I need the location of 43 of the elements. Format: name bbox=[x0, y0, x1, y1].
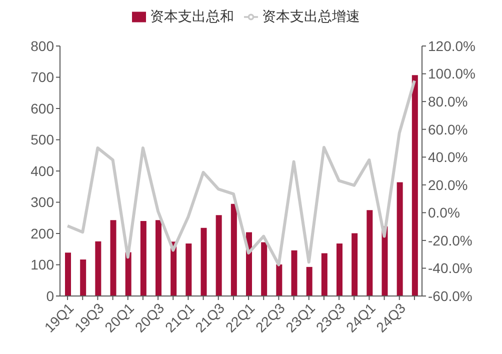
y2-tick-label: -20.0% bbox=[428, 232, 472, 248]
bar bbox=[230, 204, 237, 296]
bar bbox=[186, 244, 192, 296]
y-tick-label: 100 bbox=[30, 256, 54, 273]
y-tick-label: 300 bbox=[30, 194, 54, 210]
legend-label: 资本支出总增速 bbox=[262, 8, 360, 24]
line-series bbox=[66, 79, 416, 266]
bar bbox=[110, 220, 116, 296]
bar bbox=[140, 221, 146, 296]
y-tick-label: 400 bbox=[30, 162, 54, 179]
bar bbox=[200, 228, 207, 296]
bar bbox=[396, 182, 403, 296]
bar bbox=[321, 253, 328, 296]
bar bbox=[216, 215, 222, 296]
y2-tick-label: 100.0% bbox=[428, 66, 476, 82]
bar bbox=[366, 210, 373, 296]
bar bbox=[95, 241, 102, 296]
bar bbox=[276, 264, 282, 296]
y2-tick-label: 120.0% bbox=[428, 38, 476, 54]
bar bbox=[156, 220, 162, 296]
y2-tick-label: 80.0% bbox=[428, 94, 468, 110]
bar bbox=[291, 250, 298, 296]
y2-tick-label: -60.0% bbox=[428, 288, 472, 304]
y-tick-label: 0 bbox=[46, 288, 54, 304]
y2-tick-label: 20.0% bbox=[428, 176, 468, 193]
bar bbox=[80, 259, 86, 296]
y-tick-label: 600 bbox=[30, 100, 54, 116]
y-tick-label: 700 bbox=[30, 69, 54, 86]
y-tick-label: 800 bbox=[30, 38, 54, 54]
bar bbox=[306, 266, 312, 296]
bar bbox=[65, 252, 71, 296]
bar bbox=[261, 242, 268, 296]
bar bbox=[352, 233, 358, 296]
bar bbox=[125, 252, 132, 296]
y2-tick-label: 40.0% bbox=[428, 149, 468, 166]
y-tick-label: 200 bbox=[30, 225, 54, 242]
legend-label: 资本支出总和 bbox=[150, 8, 234, 24]
y2-tick-label: 60.0% bbox=[428, 121, 468, 138]
y-tick-label: 500 bbox=[30, 132, 54, 148]
y2-tick-label: -40.0% bbox=[428, 260, 472, 276]
bar bbox=[336, 244, 342, 296]
bar bbox=[412, 75, 418, 296]
y2-tick-label: 0.0% bbox=[428, 204, 460, 221]
